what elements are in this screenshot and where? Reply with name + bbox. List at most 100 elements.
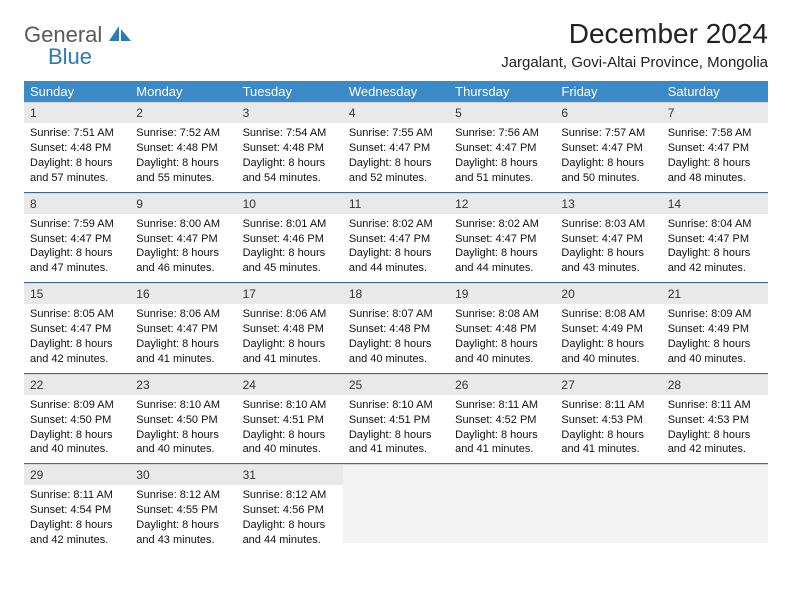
daylight-line: Daylight: 8 hours and 41 minutes.: [561, 428, 655, 458]
daylight-line: Daylight: 8 hours and 42 minutes.: [668, 428, 762, 458]
daylight-line: Daylight: 8 hours and 45 minutes.: [243, 246, 337, 276]
sunset-line: Sunset: 4:47 PM: [668, 232, 762, 247]
sunset-line: Sunset: 4:53 PM: [668, 413, 762, 428]
calendar-cell: 18Sunrise: 8:07 AMSunset: 4:48 PMDayligh…: [343, 283, 449, 374]
day-number: 9: [130, 193, 236, 214]
sunrise-line: Sunrise: 8:11 AM: [561, 398, 655, 413]
daylight-line: Daylight: 8 hours and 40 minutes.: [561, 337, 655, 367]
day-body: Sunrise: 8:03 AMSunset: 4:47 PMDaylight:…: [555, 214, 661, 282]
day-number: 18: [343, 283, 449, 304]
day-number: 1: [24, 102, 130, 123]
sunrise-line: Sunrise: 8:07 AM: [349, 307, 443, 322]
day-number: 2: [130, 102, 236, 123]
day-number: 24: [237, 374, 343, 395]
calendar-cell: 23Sunrise: 8:10 AMSunset: 4:50 PMDayligh…: [130, 373, 236, 464]
sunset-line: Sunset: 4:47 PM: [561, 141, 655, 156]
day-body: Sunrise: 7:57 AMSunset: 4:47 PMDaylight:…: [555, 123, 661, 191]
sunrise-line: Sunrise: 7:59 AM: [30, 217, 124, 232]
calendar-cell: 12Sunrise: 8:02 AMSunset: 4:47 PMDayligh…: [449, 192, 555, 283]
sunset-line: Sunset: 4:47 PM: [349, 232, 443, 247]
calendar-cell: 25Sunrise: 8:10 AMSunset: 4:51 PMDayligh…: [343, 373, 449, 464]
day-body: Sunrise: 8:10 AMSunset: 4:51 PMDaylight:…: [343, 395, 449, 463]
sunset-line: Sunset: 4:47 PM: [668, 141, 762, 156]
day-number: 20: [555, 283, 661, 304]
daylight-line: Daylight: 8 hours and 42 minutes.: [668, 246, 762, 276]
daylight-line: Daylight: 8 hours and 41 minutes.: [349, 428, 443, 458]
day-body: Sunrise: 7:54 AMSunset: 4:48 PMDaylight:…: [237, 123, 343, 191]
sunset-line: Sunset: 4:54 PM: [30, 503, 124, 518]
day-body: Sunrise: 8:06 AMSunset: 4:48 PMDaylight:…: [237, 304, 343, 372]
day-body: Sunrise: 8:07 AMSunset: 4:48 PMDaylight:…: [343, 304, 449, 372]
calendar-cell: 6Sunrise: 7:57 AMSunset: 4:47 PMDaylight…: [555, 102, 661, 192]
sunrise-line: Sunrise: 7:51 AM: [30, 126, 124, 141]
sunrise-line: Sunrise: 8:08 AM: [455, 307, 549, 322]
day-body: Sunrise: 8:11 AMSunset: 4:54 PMDaylight:…: [24, 485, 130, 553]
sunset-line: Sunset: 4:49 PM: [668, 322, 762, 337]
day-number: 7: [662, 102, 768, 123]
day-body: Sunrise: 8:10 AMSunset: 4:50 PMDaylight:…: [130, 395, 236, 463]
logo-sail-icon: [109, 24, 131, 42]
day-body: Sunrise: 8:11 AMSunset: 4:53 PMDaylight:…: [662, 395, 768, 463]
header: General Blue December 2024 Jargalant, Go…: [24, 18, 768, 79]
sunset-line: Sunset: 4:49 PM: [561, 322, 655, 337]
sunrise-line: Sunrise: 8:08 AM: [561, 307, 655, 322]
sunrise-line: Sunrise: 7:58 AM: [668, 126, 762, 141]
sunset-line: Sunset: 4:47 PM: [136, 232, 230, 247]
daylight-line: Daylight: 8 hours and 40 minutes.: [243, 428, 337, 458]
sunrise-line: Sunrise: 7:52 AM: [136, 126, 230, 141]
day-body: Sunrise: 8:10 AMSunset: 4:51 PMDaylight:…: [237, 395, 343, 463]
day-body: Sunrise: 7:55 AMSunset: 4:47 PMDaylight:…: [343, 123, 449, 191]
day-number: 6: [555, 102, 661, 123]
sunset-line: Sunset: 4:47 PM: [349, 141, 443, 156]
sunset-line: Sunset: 4:48 PM: [136, 141, 230, 156]
daylight-line: Daylight: 8 hours and 57 minutes.: [30, 156, 124, 186]
day-number: 11: [343, 193, 449, 214]
daylight-line: Daylight: 8 hours and 52 minutes.: [349, 156, 443, 186]
sunset-line: Sunset: 4:47 PM: [561, 232, 655, 247]
calendar-body: 1 Sunrise: 7:51 AM Sunset: 4:48 PM Daylight…: [24, 102, 768, 554]
calendar-cell: .: [662, 464, 768, 554]
sunrise-line: Sunrise: 8:02 AM: [455, 217, 549, 232]
day-number: 25: [343, 374, 449, 395]
sunset-line: Sunset: 4:55 PM: [136, 503, 230, 518]
day-number: 23: [130, 374, 236, 395]
calendar-cell: 20Sunrise: 8:08 AMSunset: 4:49 PMDayligh…: [555, 283, 661, 374]
day-body: Sunrise: 8:02 AMSunset: 4:47 PMDaylight:…: [343, 214, 449, 282]
sunset-line: Sunset: 4:47 PM: [455, 141, 549, 156]
sunrise-line: Sunrise: 8:12 AM: [136, 488, 230, 503]
sunrise-line: Sunrise: 8:03 AM: [561, 217, 655, 232]
day-number: 3: [237, 102, 343, 123]
calendar-cell: 2Sunrise: 7:52 AMSunset: 4:48 PMDaylight…: [130, 102, 236, 192]
sunrise-line: Sunrise: 8:00 AM: [136, 217, 230, 232]
day-body: Sunrise: 8:08 AMSunset: 4:49 PMDaylight:…: [555, 304, 661, 372]
calendar-cell: 16Sunrise: 8:06 AMSunset: 4:47 PMDayligh…: [130, 283, 236, 374]
daylight-line: Daylight: 8 hours and 40 minutes.: [30, 428, 124, 458]
day-number: 4: [343, 102, 449, 123]
sunrise-line: Sunrise: 8:06 AM: [136, 307, 230, 322]
sunset-line: Sunset: 4:51 PM: [349, 413, 443, 428]
sunset-line: Sunset: 4:46 PM: [243, 232, 337, 247]
calendar-cell: 15Sunrise: 8:05 AMSunset: 4:47 PMDayligh…: [24, 283, 130, 374]
weekday-header: Monday: [130, 81, 236, 102]
sunset-line: Sunset: 4:50 PM: [136, 413, 230, 428]
sunrise-line: Sunrise: 7:55 AM: [349, 126, 443, 141]
daylight-line: Daylight: 8 hours and 40 minutes.: [136, 428, 230, 458]
weekday-header: Friday: [555, 81, 661, 102]
weekday-header: Thursday: [449, 81, 555, 102]
calendar-cell: 27Sunrise: 8:11 AMSunset: 4:53 PMDayligh…: [555, 373, 661, 464]
sunset-line: Sunset: 4:50 PM: [30, 413, 124, 428]
calendar-cell: 5Sunrise: 7:56 AMSunset: 4:47 PMDaylight…: [449, 102, 555, 192]
day-number: 21: [662, 283, 768, 304]
sunset-line: Sunset: 4:47 PM: [136, 322, 230, 337]
location-subtitle: Jargalant, Govi-Altai Province, Mongolia: [501, 54, 768, 71]
sunset-line: Sunset: 4:48 PM: [243, 322, 337, 337]
day-body: Sunrise: 8:02 AMSunset: 4:47 PMDaylight:…: [449, 214, 555, 282]
calendar-cell: 19Sunrise: 8:08 AMSunset: 4:48 PMDayligh…: [449, 283, 555, 374]
calendar-cell: 3Sunrise: 7:54 AMSunset: 4:48 PMDaylight…: [237, 102, 343, 192]
day-number: 14: [662, 193, 768, 214]
day-number: 28: [662, 374, 768, 395]
day-body: Sunrise: 8:06 AMSunset: 4:47 PMDaylight:…: [130, 304, 236, 372]
daylight-line: Daylight: 8 hours and 47 minutes.: [30, 246, 124, 276]
weekday-header: Saturday: [662, 81, 768, 102]
daylight-line: Daylight: 8 hours and 40 minutes.: [455, 337, 549, 367]
